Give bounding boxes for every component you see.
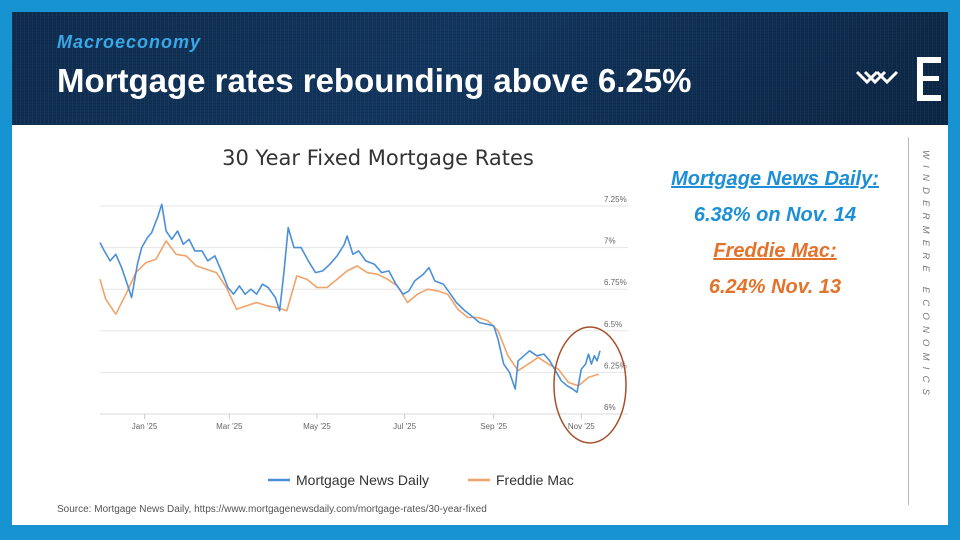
y-tick-label: 6.5%: [604, 320, 622, 329]
callout-mnd-value: 6.38% on Nov. 14: [693, 204, 857, 226]
side-brand-label: WINDERMERE ECONOMICS: [920, 150, 931, 402]
x-tick-label: Mar '25: [216, 422, 243, 431]
x-tick-label: Sep '25: [480, 422, 507, 431]
header-banner: Macroeconomy Mortgage rates rebounding a…: [12, 12, 948, 125]
content-panel: [12, 125, 948, 525]
chart-title: 30 Year Fixed Mortgage Rates: [222, 146, 534, 170]
highlight-circle: [553, 326, 627, 444]
source-note: Source: Mortgage News Daily, https://www…: [57, 504, 487, 515]
x-tick-label: Jan '25: [132, 422, 158, 431]
vertical-divider: [908, 137, 909, 505]
y-tick-label: 6%: [604, 403, 616, 412]
chart-legend: Mortgage News Daily Freddie Mac: [268, 472, 574, 488]
callout-fm-value: 6.24% Nov. 13: [708, 276, 842, 298]
windermere-logo-icon: [855, 57, 941, 101]
series-line-mortgage-news-daily: [99, 203, 601, 394]
y-tick-label: 7.25%: [604, 195, 627, 204]
y-axis-ticks: 6% 6.25% 6.5% 6.75% 7% 7.25%: [604, 195, 627, 412]
callout-mnd-name: Mortgage News Daily:: [671, 168, 879, 190]
legend-label-mnd: Mortgage News Daily: [296, 472, 429, 488]
x-axis-ticks: Jan '25 Mar '25 May '25 Jul '25 Sep '25 Nov '…: [132, 414, 595, 431]
y-tick-label: 6.25%: [604, 361, 627, 370]
x-tick-label: Jul '25: [393, 422, 416, 431]
slide-title: Mortgage rates rebounding above 6.25%: [57, 62, 692, 99]
section-kicker: Macroeconomy: [57, 32, 202, 52]
y-tick-label: 6.75%: [604, 278, 627, 287]
legend-label-fm: Freddie Mac: [496, 472, 574, 488]
y-tick-label: 7%: [604, 237, 616, 246]
chart-grid: [100, 205, 628, 415]
x-tick-label: Nov '25: [568, 422, 595, 431]
callout-fm-name: Freddie Mac:: [713, 240, 837, 262]
x-tick-label: May '25: [303, 422, 331, 431]
series-layer: [99, 203, 601, 394]
series-line-freddie-mac: [99, 240, 599, 387]
